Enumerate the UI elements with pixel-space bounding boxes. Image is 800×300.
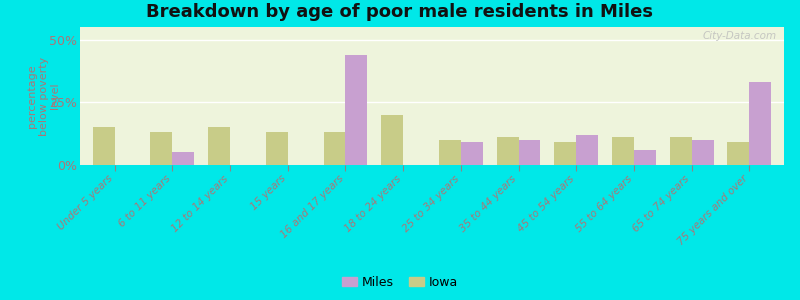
Bar [461, 142, 482, 165]
Bar [382, 115, 403, 165]
Bar [497, 137, 518, 165]
Bar [670, 137, 692, 165]
Bar [346, 55, 367, 165]
Bar [576, 135, 598, 165]
Bar [208, 128, 230, 165]
Y-axis label: percentage
below poverty
level: percentage below poverty level [27, 56, 60, 136]
Bar [172, 152, 194, 165]
Text: Breakdown by age of poor male residents in Miles: Breakdown by age of poor male residents … [146, 3, 654, 21]
Text: City-Data.com: City-Data.com [703, 31, 777, 41]
Bar [634, 150, 656, 165]
Bar [439, 140, 461, 165]
Bar [150, 132, 172, 165]
Bar [518, 140, 541, 165]
Bar [727, 142, 750, 165]
Bar [750, 82, 771, 165]
Bar [266, 132, 288, 165]
Bar [93, 128, 114, 165]
Bar [612, 137, 634, 165]
Legend: Miles, Iowa: Miles, Iowa [337, 271, 463, 294]
Bar [692, 140, 714, 165]
Bar [323, 132, 346, 165]
Bar [554, 142, 576, 165]
